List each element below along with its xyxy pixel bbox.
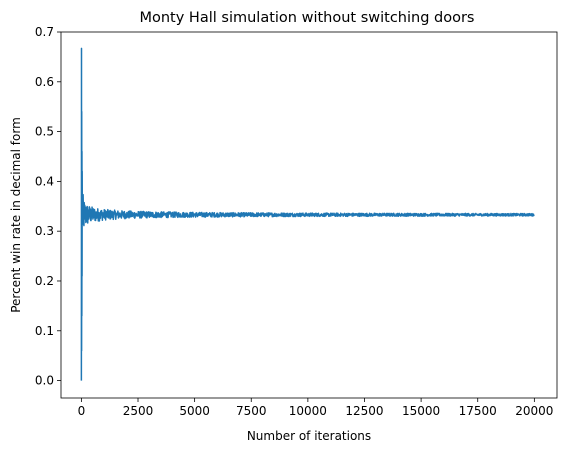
y-tick-label: 0.1 [35, 324, 54, 338]
x-tick-label: 7500 [236, 404, 267, 418]
y-tick-label: 0.6 [35, 75, 54, 89]
chart-title: Monty Hall simulation without switching … [139, 10, 474, 26]
series-layer [80, 47, 535, 381]
y-tick-label: 0.4 [35, 174, 54, 188]
x-axis-label: Number of iterations [247, 429, 371, 443]
x-tick-label: 0 [78, 404, 86, 418]
x-tick-label: 10000 [289, 404, 327, 418]
y-tick-label: 0.5 [35, 125, 54, 139]
x-tick-label: 17500 [459, 404, 497, 418]
y-tick-label: 0.2 [35, 274, 54, 288]
y-axis-label: Percent win rate in decimal form [9, 117, 23, 313]
x-tick-label: 2500 [123, 404, 154, 418]
x-axis: 0 2500 5000 7500 10000 12500 15000 17500 20000 [78, 398, 553, 418]
plot-area [60, 31, 558, 399]
x-tick-label: 20000 [515, 404, 553, 418]
x-tick-label: 5000 [179, 404, 210, 418]
y-tick-label: 0.7 [35, 25, 54, 39]
x-tick-label: 15000 [402, 404, 440, 418]
x-tick-label: 12500 [345, 404, 383, 418]
y-tick-label: 0.0 [35, 374, 54, 388]
y-tick-label: 0.3 [35, 224, 54, 238]
series-line [80, 47, 535, 381]
y-axis: 0.0 0.1 0.2 0.3 0.4 0.5 0.6 0.7 [35, 25, 61, 388]
plot-frame [60, 31, 558, 399]
